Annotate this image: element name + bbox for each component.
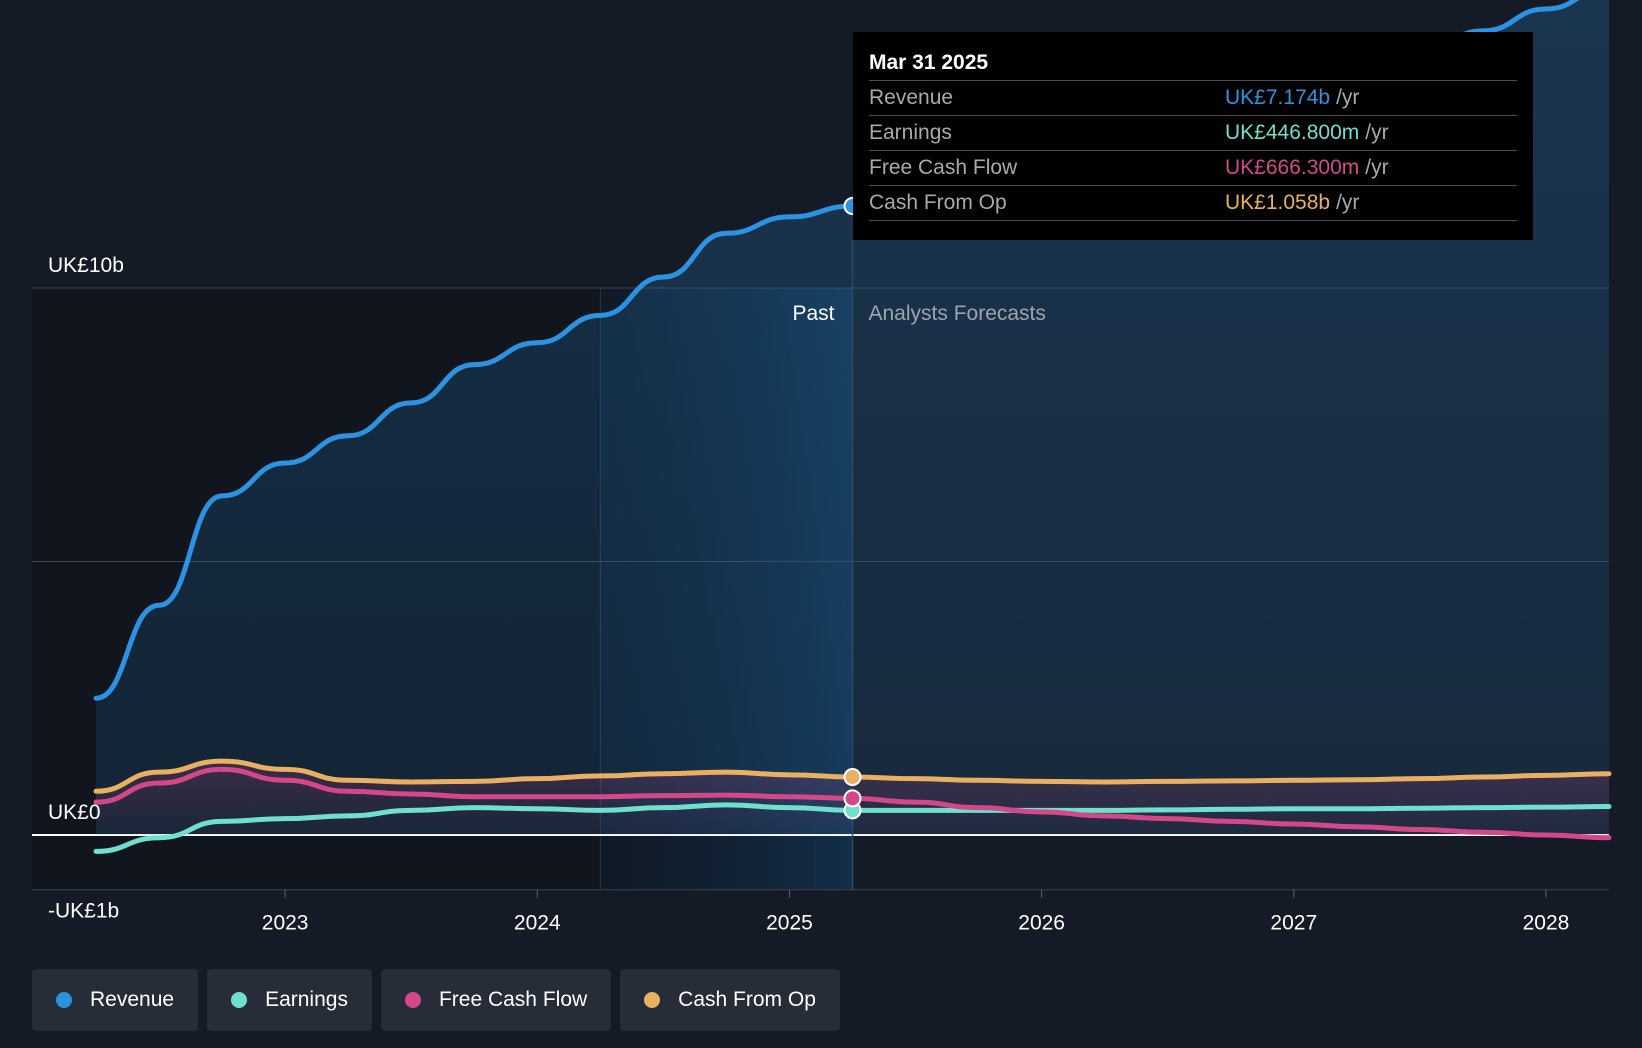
x-tick-label: 2024 [514, 912, 561, 935]
legend-dot-icon [644, 992, 661, 1008]
tooltip-value: UK£1.058b [1225, 191, 1331, 214]
forecast-label: Analysts Forecasts [869, 302, 1046, 325]
tooltip-value: UK£7.174b [1225, 86, 1331, 109]
earnings-line [93, 802, 1612, 854]
y-tick-label: -UK£1b [48, 900, 119, 923]
cfo-line [93, 758, 1612, 794]
x-tick-label: 2023 [262, 912, 309, 935]
tooltip-label: Revenue [869, 86, 954, 109]
y-tick-label: UK£10b [48, 254, 124, 277]
y-tick-label: UK£0 [48, 801, 101, 824]
legend-item-cash-from-op[interactable]: Cash From Op [620, 969, 840, 1031]
x-tick-label: 2028 [1523, 912, 1570, 935]
cfo-marker [843, 768, 862, 787]
tooltip-row-earnings: Earnings UK£446.800m /yr [869, 116, 1517, 151]
x-tick-label: 2027 [1270, 912, 1317, 935]
legend-dot-icon [56, 992, 72, 1008]
legend-item-revenue[interactable]: Revenue [32, 969, 199, 1031]
x-tick-label: 2025 [766, 912, 813, 935]
legend-dot-icon [404, 992, 421, 1008]
legend-item-free-cash-flow[interactable]: Free Cash Flow [380, 969, 612, 1031]
tooltip-label: Cash From Op [869, 191, 1007, 214]
x-tick-label: 2026 [1018, 912, 1065, 935]
tooltip-label: Free Cash Flow [869, 156, 1018, 179]
tooltip-unit: /yr [1365, 156, 1389, 179]
legend-label: Cash From Op [678, 988, 816, 1011]
tooltip: Mar 31 2025 Revenue UK£7.174b /yr Earnin… [853, 32, 1533, 240]
tooltip-value: UK£666.300m [1225, 156, 1360, 179]
tooltip-row-cash-from-op: Cash From Op UK£1.058b /yr [869, 186, 1517, 221]
tooltip-unit: /yr [1336, 191, 1360, 214]
legend-label: Free Cash Flow [438, 988, 588, 1011]
tooltip-unit: /yr [1336, 86, 1360, 109]
tooltip-row-free-cash-flow: Free Cash Flow UK£666.300m /yr [869, 151, 1517, 186]
fcf-marker [843, 789, 862, 808]
tooltip-date: Mar 31 2025 [869, 46, 1517, 81]
tooltip-row-revenue: Revenue UK£7.174b /yr [869, 81, 1517, 116]
legend: Revenue Earnings Free Cash Flow Cash Fro… [32, 969, 840, 1031]
tooltip-value: UK£446.800m [1225, 121, 1360, 144]
tooltip-label: Earnings [869, 121, 952, 144]
legend-label: Revenue [90, 988, 175, 1011]
past-label: Past [792, 302, 834, 325]
tooltip-unit: /yr [1365, 121, 1389, 144]
legend-label: Earnings [265, 988, 348, 1011]
legend-item-earnings[interactable]: Earnings [207, 969, 372, 1031]
legend-dot-icon [231, 992, 248, 1008]
